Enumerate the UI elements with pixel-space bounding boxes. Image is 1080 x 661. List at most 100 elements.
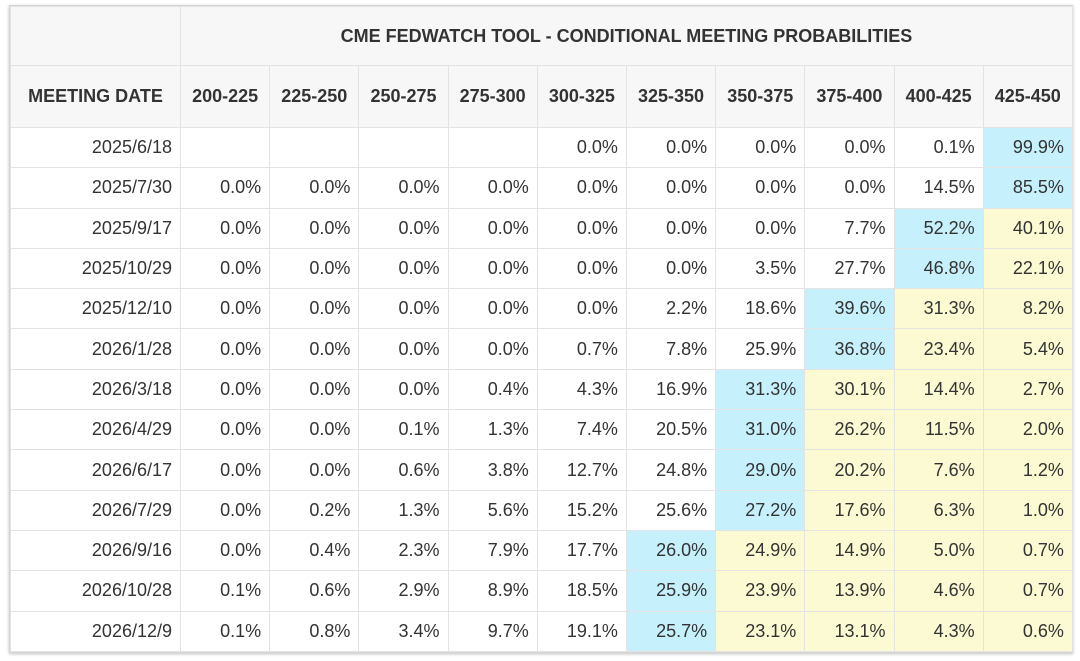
probability-cell: 0.6%: [358, 449, 449, 491]
probability-cell: 0.0%: [625, 167, 717, 209]
probability-cell: 31.0%: [715, 409, 806, 451]
probability-cell: 8.9%: [447, 570, 538, 612]
table-row: 2025/12/10 0.0% 0.0% 0.0% 0.0% 0.0% 2.2% 18.6% 3…: [10, 288, 1073, 330]
probability-cell: 13.9%: [804, 570, 895, 612]
probability-cell: 5.0%: [893, 529, 984, 572]
probability-cell: 0.1%: [358, 409, 449, 451]
probability-cell: 9.7%: [447, 610, 538, 652]
probability-cell: 0.0%: [804, 126, 895, 169]
table-body: 2025/6/18 0.0% 0.0% 0.0% 0.0% 0.1% 99.9% 2025/7…: [10, 126, 1073, 652]
probability-cell: 0.6%: [269, 570, 360, 612]
probability-cell: 4.6%: [893, 570, 984, 612]
probability-cell: 40.1%: [982, 207, 1073, 249]
probability-cell: 25.7%: [625, 610, 717, 652]
probability-cell: 0.7%: [982, 529, 1073, 572]
probability-cell: 0.0%: [179, 207, 271, 249]
probability-cell: 23.9%: [715, 570, 806, 612]
meeting-date-cell: 2025/7/30: [10, 167, 181, 209]
probability-cell: 0.0%: [179, 449, 271, 491]
probability-cell: 20.2%: [804, 449, 895, 491]
probability-table-container: CME FEDWATCH TOOL - CONDITIONAL MEETING …: [9, 5, 1073, 653]
probability-cell: 0.0%: [269, 288, 360, 330]
probability-cell: 25.9%: [625, 570, 717, 612]
probability-cell: 27.7%: [804, 247, 895, 290]
probability-cell: 17.6%: [804, 489, 895, 531]
probability-cell: 5.4%: [982, 328, 1073, 370]
table-row: 2026/7/29 0.0% 0.2% 1.3% 5.6% 15.2% 25.6% 27.2%…: [10, 489, 1073, 531]
rate-range-header: 325-350: [625, 65, 717, 128]
probability-cell: 0.0%: [179, 409, 271, 451]
probability-cell: 1.3%: [447, 409, 538, 451]
meeting-date-cell: 2026/3/18: [10, 368, 181, 411]
probability-cell: 3.4%: [358, 610, 449, 652]
probability-cell: 0.0%: [447, 328, 538, 370]
probability-cell: 0.0%: [179, 529, 271, 572]
meeting-date-cell: 2025/10/29: [10, 247, 181, 290]
probability-cell: 0.6%: [982, 610, 1073, 652]
probability-cell: 30.1%: [804, 368, 895, 411]
probability-cell: 0.0%: [536, 207, 627, 249]
table-row: 2026/6/17 0.0% 0.0% 0.6% 3.8% 12.7% 24.8% 29.0%…: [10, 449, 1073, 491]
probability-cell: 0.0%: [447, 288, 538, 330]
probability-cell: 24.8%: [625, 449, 717, 491]
probability-cell: 31.3%: [893, 288, 984, 330]
probability-cell: 0.0%: [269, 247, 360, 290]
probability-cell: 31.3%: [715, 368, 806, 411]
probability-cell: 0.0%: [358, 368, 449, 411]
rate-range-header: 375-400: [804, 65, 895, 128]
meeting-date-cell: 2026/10/28: [10, 570, 181, 612]
probability-cell: 20.5%: [625, 409, 717, 451]
probability-cell: 19.1%: [536, 610, 627, 652]
probability-cell: 18.6%: [715, 288, 806, 330]
probability-cell: 25.9%: [715, 328, 806, 370]
probability-cell: 0.1%: [893, 126, 984, 169]
probability-cell: 3.5%: [715, 247, 806, 290]
probability-cell: 0.0%: [179, 288, 271, 330]
probability-cell: 0.0%: [269, 328, 360, 370]
meeting-date-cell: 2026/4/29: [10, 409, 181, 451]
probability-cell: 52.2%: [893, 207, 984, 249]
rate-range-header: 275-300: [447, 65, 538, 128]
table-row: 2026/9/16 0.0% 0.4% 2.3% 7.9% 17.7% 26.0% 24.9%…: [10, 529, 1073, 572]
probability-cell: 85.5%: [982, 167, 1073, 209]
meeting-date-cell: 2026/7/29: [10, 489, 181, 531]
probability-cell: [179, 126, 271, 169]
probability-cell: 2.9%: [358, 570, 449, 612]
probability-cell: 26.2%: [804, 409, 895, 451]
table-row: 2026/3/18 0.0% 0.0% 0.0% 0.4% 4.3% 16.9% 31.3% 3…: [10, 368, 1073, 411]
probability-cell: 8.2%: [982, 288, 1073, 330]
probability-cell: 0.7%: [982, 570, 1073, 612]
probability-cell: 2.2%: [625, 288, 717, 330]
probability-cell: 29.0%: [715, 449, 806, 491]
probability-cell: 5.6%: [447, 489, 538, 531]
probability-cell: 7.6%: [893, 449, 984, 491]
probability-cell: 0.0%: [715, 126, 806, 169]
probability-cell: 46.8%: [893, 247, 984, 290]
probability-cell: 14.4%: [893, 368, 984, 411]
probability-cell: 2.7%: [982, 368, 1073, 411]
probability-cell: 0.0%: [447, 247, 538, 290]
probability-cell: 17.7%: [536, 529, 627, 572]
probability-cell: 1.0%: [982, 489, 1073, 531]
probability-cell: 0.0%: [625, 126, 717, 169]
probability-cell: 0.0%: [625, 207, 717, 249]
probability-cell: 0.2%: [269, 489, 360, 531]
probability-cell: 0.0%: [536, 288, 627, 330]
meeting-date-header: MEETING DATE: [10, 65, 181, 128]
probability-cell: 0.0%: [536, 247, 627, 290]
probability-cell: 25.6%: [625, 489, 717, 531]
probability-cell: 0.0%: [179, 328, 271, 370]
meeting-date-cell: 2026/9/16: [10, 529, 181, 572]
probability-cell: 7.8%: [625, 328, 717, 370]
probability-cell: 0.0%: [269, 207, 360, 249]
probability-cell: [358, 126, 449, 169]
probability-cell: 27.2%: [715, 489, 806, 531]
probability-cell: 16.9%: [625, 368, 717, 411]
probability-cell: 0.0%: [715, 167, 806, 209]
rate-range-header: 400-425: [893, 65, 984, 128]
probability-cell: 11.5%: [893, 409, 984, 451]
probability-cell: 23.4%: [893, 328, 984, 370]
probability-cell: [447, 126, 538, 169]
probability-cell: 1.2%: [982, 449, 1073, 491]
probability-cell: 7.7%: [804, 207, 895, 249]
